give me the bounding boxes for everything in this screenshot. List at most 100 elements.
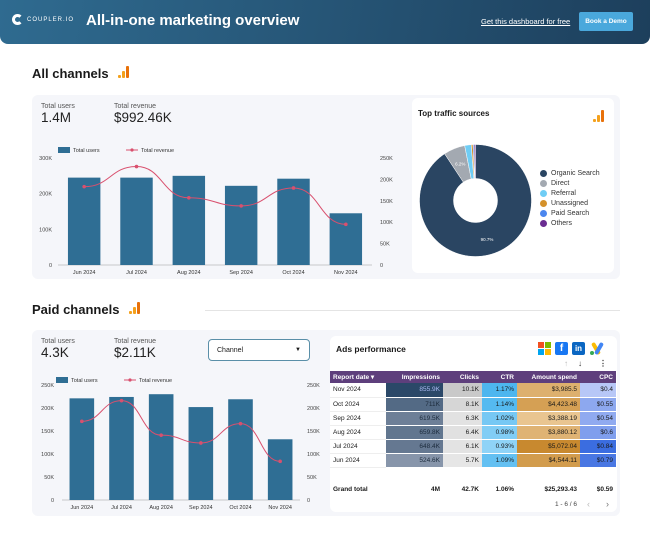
y-right-tick-label: 0 — [380, 263, 383, 269]
legend-marker-revenue — [128, 378, 132, 382]
x-tick-label: Nov 2024 — [268, 505, 292, 511]
book-demo-button[interactable]: Book a Demo — [579, 12, 633, 31]
total-cell: Grand total — [333, 486, 368, 493]
sort-up-icon[interactable]: ↑ — [564, 359, 568, 368]
chevron-down-icon: ▼ — [295, 347, 301, 353]
kpi-label: Total revenue — [114, 338, 157, 345]
bar-total-users — [267, 439, 293, 500]
column-header[interactable]: CPC — [580, 371, 616, 383]
table-cell: 855.9K — [386, 383, 443, 398]
y-right-tick-label: 250K — [380, 156, 393, 162]
revenue-point — [80, 419, 84, 424]
legend-label-revenue: Total revenue — [139, 378, 172, 384]
x-tick-label: Jun 2024 — [71, 505, 94, 511]
header-bar — [0, 0, 650, 44]
google-analytics-icon — [593, 110, 605, 122]
traffic-legend: Organic Search Direct Referral Unassigned Pa… — [540, 170, 600, 227]
paid-channels-heading: Paid channels — [32, 302, 141, 317]
table-cell: $4,423.48 — [517, 397, 580, 412]
table-cell: 1.02% — [482, 411, 517, 426]
y-left-tick-label: 300K — [39, 156, 52, 162]
table-cell: 6.3K — [443, 411, 482, 426]
legend-label: Referral — [551, 190, 576, 197]
y-right-tick-label: 200K — [380, 177, 393, 183]
platform-icons: f in — [538, 341, 604, 356]
kpi-paid-users: Total users 4.3K — [41, 338, 75, 360]
y-right-tick-label: 150K — [380, 199, 393, 205]
table-cell: Sep 2024 — [330, 411, 386, 426]
y-left-tick-label: 100K — [41, 452, 54, 458]
get-dashboard-link[interactable]: Get this dashboard for free — [481, 17, 571, 26]
legend-item: Others — [540, 220, 600, 227]
y-left-tick-label: 200K — [39, 192, 52, 198]
table-cell: $0.4 — [580, 383, 616, 398]
kpi-total-revenue: Total revenue $992.46K — [114, 103, 172, 125]
table-cell: Nov 2024 — [330, 383, 386, 398]
y-right-tick-label: 100K — [307, 452, 320, 458]
ads-table: Report date ▾ Impressions Clicks CTR Amount … — [330, 371, 616, 468]
total-cell: $25,293.43 — [544, 486, 577, 493]
legend-dot — [540, 170, 547, 177]
bar-total-users — [67, 177, 101, 265]
legend-swatch-users — [58, 147, 70, 153]
column-header[interactable]: CTR — [482, 371, 517, 383]
revenue-point — [119, 398, 124, 403]
all-channels-heading: All channels — [32, 66, 130, 81]
table-cell: 659.8K — [386, 425, 443, 440]
sort-down-icon[interactable]: ↓ — [578, 359, 582, 368]
legend-item: Unassigned — [540, 200, 600, 207]
table-cell: $3,985.5 — [517, 383, 580, 398]
legend-dot — [540, 200, 547, 207]
kpi-paid-revenue: Total revenue $2.11K — [114, 338, 156, 360]
microsoft-ads-icon — [538, 342, 551, 355]
donut-data-label: 90.7% — [481, 237, 494, 242]
table-cell: $0.6 — [580, 425, 616, 440]
table-cell: $0.54 — [580, 411, 616, 426]
table-cell: 648.4K — [386, 439, 443, 454]
revenue-point — [291, 186, 296, 190]
column-header[interactable]: Impressions — [386, 371, 443, 383]
y-right-tick-label: 0 — [307, 498, 310, 504]
coupler-logo[interactable]: COUPLER.IO — [12, 14, 74, 25]
table-row: Nov 2024 855.9K 10.1K 1.17% $3,985.5 $0.4 — [330, 383, 616, 398]
x-tick-label: Sep 2024 — [189, 505, 213, 511]
donut-slice-others — [473, 144, 476, 179]
column-header[interactable]: Report date ▾ — [330, 371, 386, 383]
table-cell: $4,544.11 — [517, 453, 580, 468]
y-right-tick-label: 250K — [307, 383, 320, 389]
table-row: Jun 2024 524.6K 5.7K 1.09% $4,544.11 $0.79 — [330, 453, 616, 468]
table-row: Aug 2024 659.8K 6.4K 0.98% $3,880.12 $0.6 — [330, 425, 616, 440]
table-cell: 1.14% — [482, 397, 517, 412]
revenue-point — [344, 222, 348, 227]
table-cell: 619.5K — [386, 411, 443, 426]
legend-dot — [540, 210, 547, 217]
more-options-icon[interactable]: ⋮ — [599, 359, 607, 368]
column-header[interactable]: Amount spend — [517, 371, 580, 383]
table-row: Jul 2024 648.4K 6.1K 0.93% $5,072.04 $0.84 — [330, 439, 616, 454]
kpi-value: $2.11K — [114, 345, 156, 360]
x-tick-label: Oct 2024 — [229, 505, 251, 511]
x-tick-label: Jul 2024 — [126, 270, 147, 276]
table-cell: 6.4K — [443, 425, 482, 440]
table-cell: 8.1K — [443, 397, 482, 412]
legend-dot — [540, 220, 547, 227]
legend-dot — [540, 190, 547, 197]
y-right-tick-label: 150K — [307, 429, 320, 435]
next-page-icon[interactable]: › — [606, 499, 609, 509]
table-cell: $0.79 — [580, 453, 616, 468]
x-tick-label: Jun 2024 — [73, 270, 96, 276]
channel-select[interactable]: Channel ▼ — [208, 339, 310, 361]
ads-table-wrap: Report date ▾ Impressions Clicks CTR Amount … — [330, 371, 616, 468]
bar-total-users — [120, 177, 153, 265]
y-left-tick-label: 0 — [49, 263, 52, 269]
revenue-point — [239, 204, 243, 208]
legend-label-revenue: Total revenue — [141, 148, 174, 154]
legend-item: Direct — [540, 180, 600, 187]
linkedin-icon: in — [572, 342, 585, 355]
prev-page-icon[interactable]: ‹ — [587, 499, 590, 509]
bar-total-users — [172, 175, 206, 265]
column-header[interactable]: Clicks — [443, 371, 482, 383]
legend-label: Direct — [551, 180, 570, 187]
pagination-label: 1 - 6 / 6 — [555, 501, 578, 508]
logo-text: COUPLER.IO — [27, 16, 75, 23]
